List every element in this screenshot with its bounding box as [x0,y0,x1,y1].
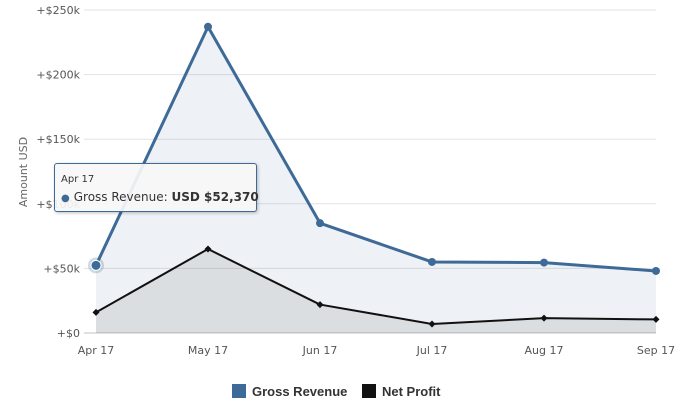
tooltip-value: USD $52,370 [171,190,259,204]
series-area [96,26,656,334]
legend-label: Gross Revenue [252,384,347,399]
legend-swatch [362,384,376,398]
series-line [94,25,657,273]
data-point[interactable] [316,219,324,228]
y-tick-label: +$200k [36,69,80,82]
y-tick-label: +$0 [57,327,80,340]
y-tick-label: +$50k [43,262,80,275]
y-tick-label: +$150k [36,133,80,146]
x-tick-label: Jul 17 [416,344,448,357]
tooltip-date: Apr 17 [61,174,95,185]
data-point[interactable] [90,259,102,271]
legend-item[interactable]: Gross Revenue [232,384,347,399]
series-area [96,249,656,333]
data-point[interactable] [428,257,436,266]
data-point[interactable] [204,22,212,31]
legend[interactable]: Gross Revenue Net Profit [232,384,441,399]
tooltip-series-label: Gross Revenue: [73,190,168,204]
x-tick-label: Jun 17 [302,344,338,357]
data-point[interactable] [204,245,212,253]
series-line [95,248,657,325]
legend-label: Net Profit [382,384,441,399]
y-axis-title: Amount USD [17,137,30,207]
data-point[interactable] [540,314,548,322]
x-tick-label: May 17 [188,344,228,357]
data-point[interactable] [428,320,436,328]
tooltip: Apr 17 ● Gross Revenue: USD $52,370 [54,163,259,212]
data-point[interactable] [92,308,100,316]
x-tick-label: Sep 17 [637,344,675,357]
series-areas [96,26,656,334]
legend-item[interactable]: Net Profit [362,384,441,399]
series-points [88,22,660,328]
data-point[interactable] [652,315,660,323]
y-tick-label: +$250k [36,4,80,17]
x-tick-label: Aug 17 [525,344,564,357]
tooltip-series-dot: ● [61,193,70,204]
data-point[interactable] [540,258,548,267]
data-point[interactable] [316,301,324,309]
tooltip-row: ● Gross Revenue: USD $52,370 [61,189,259,207]
series-lines [94,25,657,325]
x-tick-label: Apr 17 [78,344,115,357]
legend-swatch [232,384,246,398]
x-axis-tick-labels: Apr 17 May 17 Jun 17 Jul 17 Aug 17 Sep 17 [78,344,675,357]
data-point[interactable] [652,266,660,275]
